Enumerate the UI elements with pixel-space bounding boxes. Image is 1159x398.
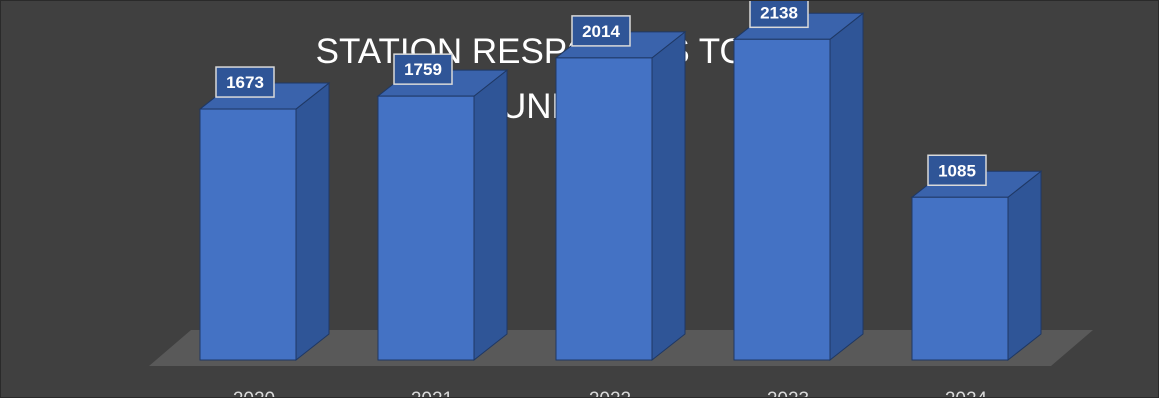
bar-side-face bbox=[295, 82, 330, 362]
data-label-box bbox=[393, 53, 453, 85]
x-tick-label: 2024 bbox=[945, 389, 988, 398]
bar-2024: 1085 bbox=[910, 154, 1043, 362]
data-label: 1085 bbox=[938, 161, 976, 180]
x-tick-label: 2021 bbox=[411, 389, 453, 398]
data-label-box bbox=[215, 66, 275, 98]
bar-2022: 2014 bbox=[554, 15, 687, 362]
bar-front-face bbox=[911, 196, 1009, 361]
data-label-box bbox=[749, 1, 809, 29]
x-axis-ticks: 2020 2021 2022 2023 2024 bbox=[233, 389, 988, 398]
x-tick-label: 2023 bbox=[767, 389, 809, 398]
bar-front-face bbox=[733, 38, 831, 361]
bar-front-face bbox=[199, 108, 297, 361]
data-label: 1759 bbox=[404, 60, 442, 79]
bar-series: 1673 1759 2014 2138 1085 bbox=[198, 1, 1043, 362]
bar-side-face bbox=[1007, 170, 1042, 362]
bar-front-face bbox=[377, 95, 475, 361]
bar-side-face bbox=[651, 30, 686, 362]
x-tick-label: 2020 bbox=[233, 389, 275, 398]
data-label-box bbox=[571, 15, 631, 47]
bar-side-face bbox=[473, 69, 508, 362]
bar-front-face bbox=[555, 57, 653, 361]
data-label: 2014 bbox=[582, 22, 620, 41]
data-label: 1673 bbox=[226, 73, 264, 92]
bar-2023: 2138 bbox=[732, 1, 865, 362]
x-tick-label: 2022 bbox=[589, 389, 631, 398]
data-label-box bbox=[927, 154, 987, 186]
bar-side-face bbox=[829, 12, 864, 362]
data-label: 2138 bbox=[760, 3, 798, 22]
bar-2020: 1673 bbox=[198, 66, 331, 362]
bar-2021: 1759 bbox=[376, 53, 509, 362]
